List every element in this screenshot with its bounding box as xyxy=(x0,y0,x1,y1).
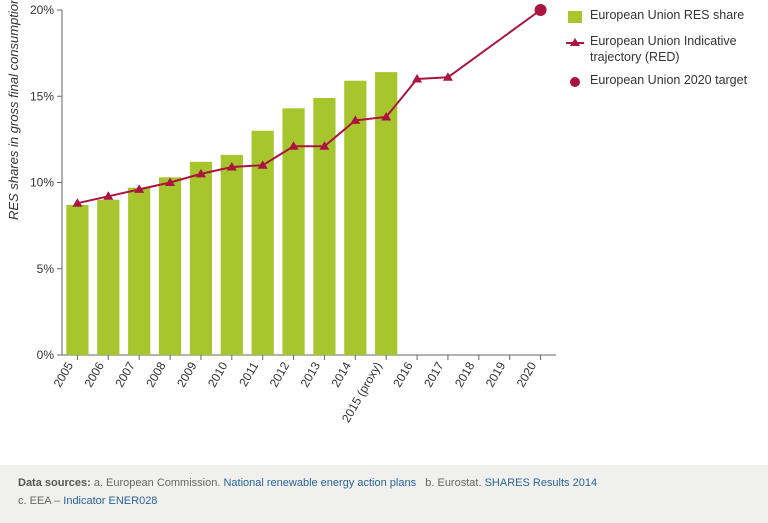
svg-text:2016: 2016 xyxy=(390,359,416,389)
svg-text:15%: 15% xyxy=(30,89,54,103)
svg-text:2006: 2006 xyxy=(81,359,107,389)
footer-link-c[interactable]: Indicator ENER028 xyxy=(63,495,157,507)
bar xyxy=(190,162,212,355)
target-point xyxy=(535,4,547,16)
svg-text:2013: 2013 xyxy=(298,359,324,389)
footer-link-a[interactable]: National renewable energy action plans xyxy=(223,477,416,489)
legend-item: European Union Indicative trajectory (RE… xyxy=(566,34,756,65)
footer-lead: Data sources: xyxy=(18,477,91,489)
figure: { "chart": { "type": "bar+line+point", "… xyxy=(0,0,768,523)
footer-link-b[interactable]: SHARES Results 2014 xyxy=(485,477,598,489)
svg-text:20%: 20% xyxy=(30,3,54,17)
svg-text:2010: 2010 xyxy=(205,359,231,389)
footer-b-pre: b. Eurostat. xyxy=(425,477,481,489)
svg-text:2018: 2018 xyxy=(452,359,478,389)
svg-text:0%: 0% xyxy=(37,348,55,362)
svg-text:2017: 2017 xyxy=(421,359,447,389)
chart-area: RES shares in gross final consumption 0%… xyxy=(0,0,768,465)
svg-text:2007: 2007 xyxy=(112,359,138,389)
svg-text:2012: 2012 xyxy=(267,359,293,389)
svg-text:2019: 2019 xyxy=(483,359,509,389)
legend-item: European Union RES share xyxy=(566,8,756,26)
legend-item: European Union 2020 target xyxy=(566,73,756,91)
svg-text:10%: 10% xyxy=(30,176,54,190)
bar xyxy=(128,188,150,355)
bar xyxy=(97,200,119,355)
svg-text:2014: 2014 xyxy=(328,359,354,389)
svg-text:2005: 2005 xyxy=(51,359,77,389)
y-axis-label: RES shares in gross final consumption xyxy=(6,0,21,220)
legend-label: European Union 2020 target xyxy=(590,73,756,89)
legend-label: European Union Indicative trajectory (RE… xyxy=(590,34,756,65)
data-sources-footer: Data sources: a. European Commission. Na… xyxy=(0,465,768,523)
bar xyxy=(159,177,181,355)
svg-text:2011: 2011 xyxy=(236,359,261,389)
legend: European Union RES share European Union I… xyxy=(566,8,756,99)
svg-text:2008: 2008 xyxy=(143,359,169,389)
bar xyxy=(221,155,243,355)
svg-text:2020: 2020 xyxy=(514,359,540,389)
footer-c-pre: c. EEA – xyxy=(18,495,60,507)
bar xyxy=(313,98,335,355)
svg-text:2009: 2009 xyxy=(174,359,200,389)
bar xyxy=(66,205,88,355)
footer-a-pre: a. European Commission. xyxy=(94,477,221,489)
legend-label: European Union RES share xyxy=(590,8,756,24)
svg-text:5%: 5% xyxy=(37,262,55,276)
